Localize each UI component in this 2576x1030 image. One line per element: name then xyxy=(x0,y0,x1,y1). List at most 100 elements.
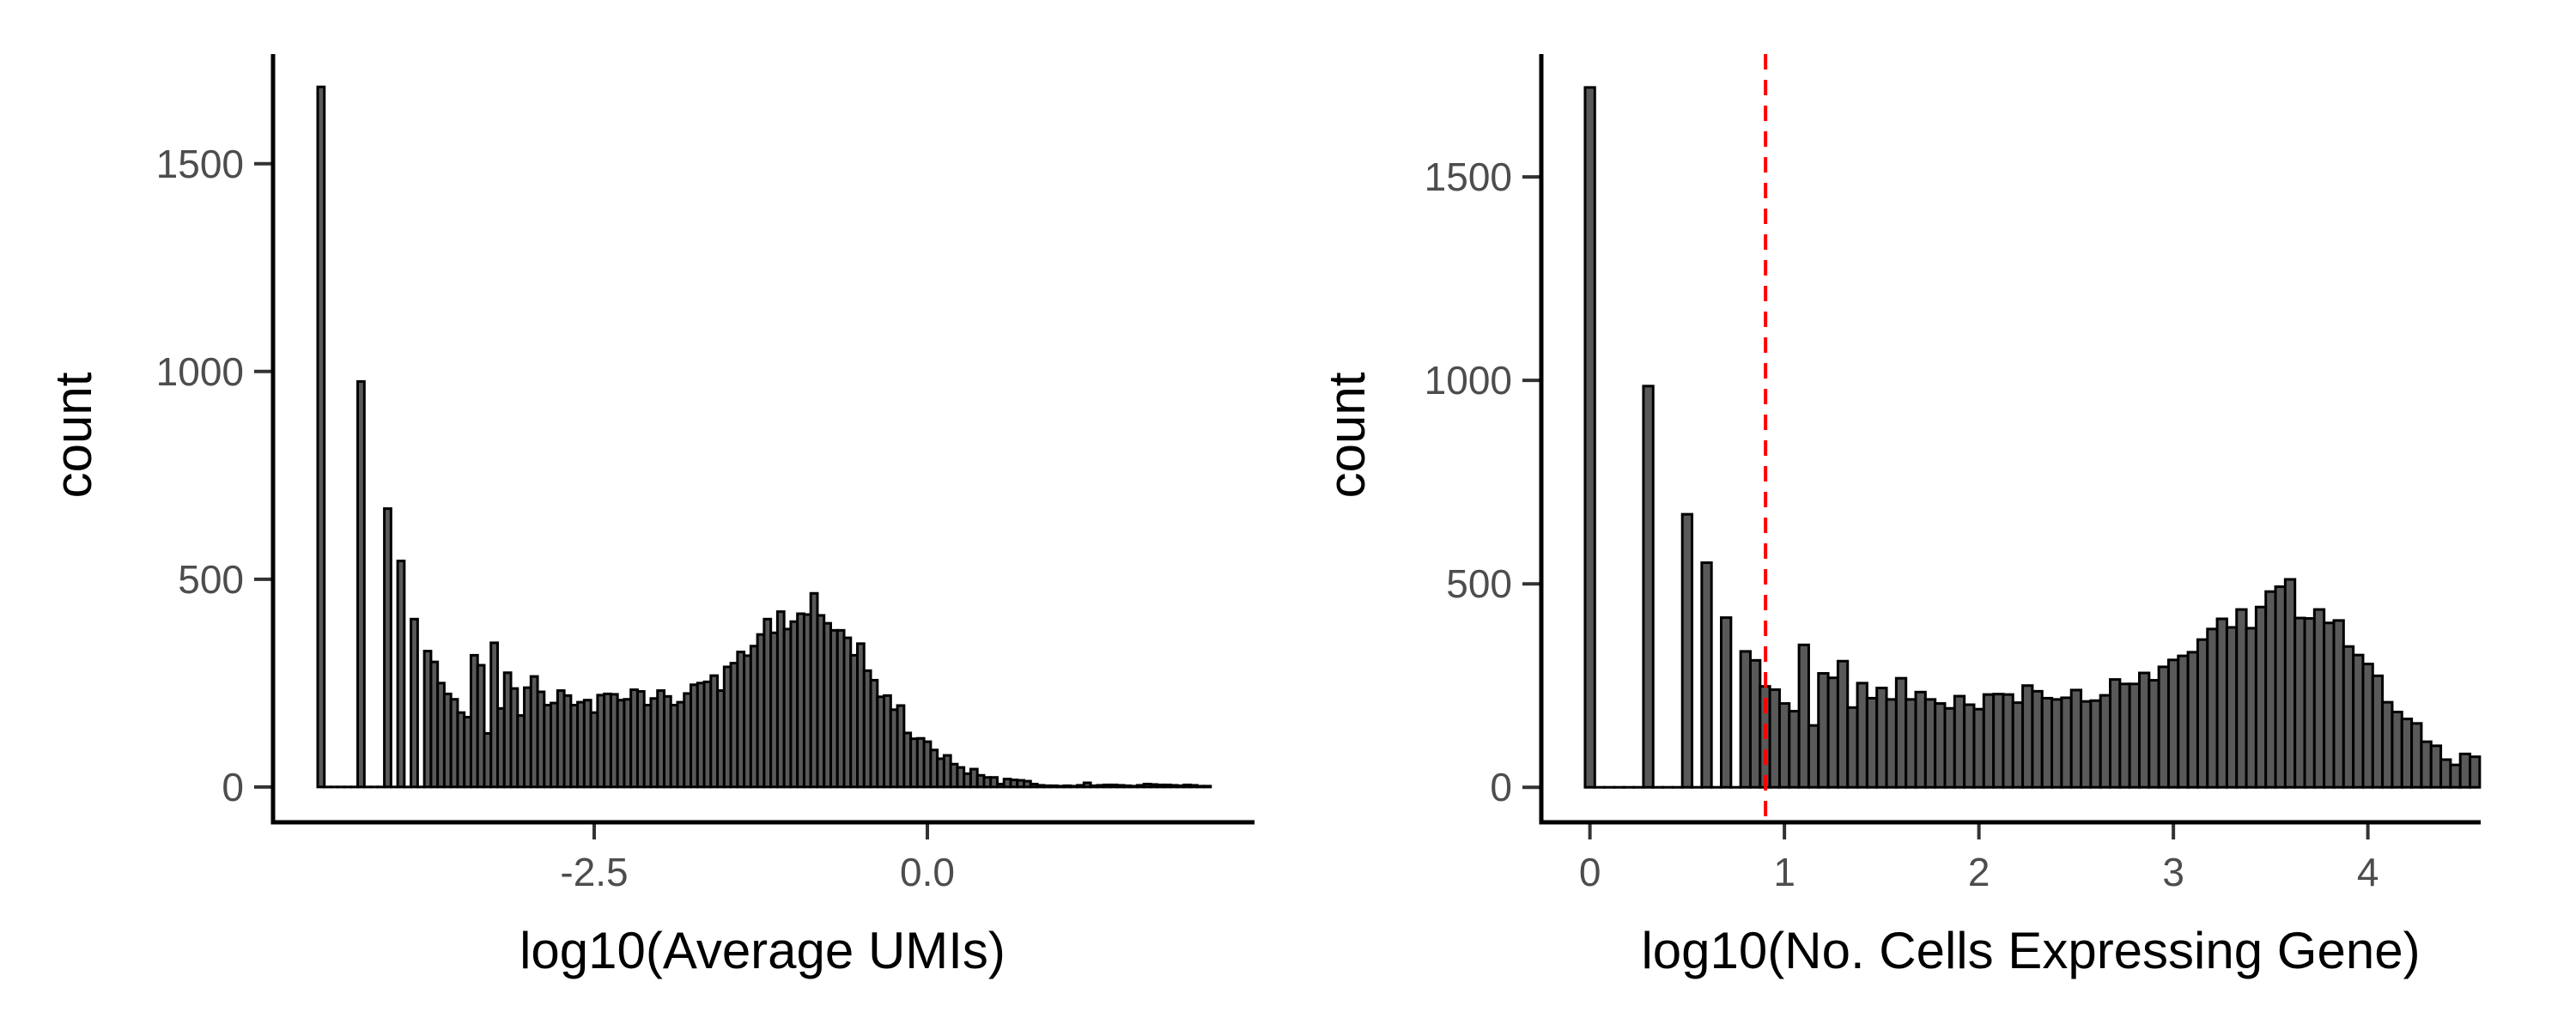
right-y-axis-title: count xyxy=(1318,372,1376,498)
right-histogram-bar xyxy=(1768,688,1781,789)
right-histogram-bar xyxy=(1943,706,1956,789)
right-x-tick-label: 0 xyxy=(1579,850,1601,894)
right-histogram-bar xyxy=(2060,696,2073,789)
right-histogram-bar xyxy=(2177,654,2190,789)
right-histogram-bar xyxy=(1797,643,1810,789)
right-histogram-bar xyxy=(2352,653,2365,789)
right-histogram-bar xyxy=(2293,616,2306,789)
right-histogram-bar xyxy=(2080,700,2093,789)
left-histogram-bar xyxy=(356,379,366,789)
right-histogram-bar xyxy=(1875,687,1888,789)
right-histogram-bar xyxy=(2157,665,2170,789)
left-x-tick-label: 0.0 xyxy=(900,850,955,894)
right-histogram-bar xyxy=(1817,671,1830,789)
left-y-axis-title: count xyxy=(45,372,102,498)
left-histogram-panel: 0 500 1000 1500 -2.5 0.0 log10(Average UMIs)… xyxy=(45,54,1255,979)
right-x-axis-ticks: 0 1 2 3 4 xyxy=(1579,822,2379,894)
left-y-tick-label: 1500 xyxy=(156,142,244,186)
left-histogram-bar xyxy=(476,663,486,789)
right-histogram-bar xyxy=(1836,659,1850,789)
right-histogram-bar xyxy=(1865,696,1879,789)
right-x-tick-label: 2 xyxy=(1968,850,1990,894)
right-histogram-bar xyxy=(2069,688,2083,789)
right-y-axis-ticks: 0 500 1000 1500 xyxy=(1425,154,1541,809)
right-histogram-bar xyxy=(1826,676,1839,789)
right-x-tick-label: 1 xyxy=(1773,850,1795,894)
right-histogram-bar xyxy=(1963,703,1976,789)
right-histogram-bar xyxy=(2283,578,2297,789)
left-histogram-bar xyxy=(1202,785,1212,789)
right-histogram-bar xyxy=(2040,696,2054,789)
right-histogram-bar xyxy=(2371,674,2385,789)
right-histogram-bar xyxy=(2021,684,2034,789)
right-histogram-bar xyxy=(2323,621,2336,789)
right-histogram-bar xyxy=(2449,763,2462,789)
right-histogram-bar xyxy=(2469,755,2482,789)
right-histogram-bar xyxy=(2011,701,2025,789)
right-histogram-bar xyxy=(2196,638,2209,789)
right-histogram-bar xyxy=(2118,682,2131,789)
right-x-axis-title: log10(No. Cells Expressing Gene) xyxy=(1641,922,2420,979)
right-histogram-bar xyxy=(1905,698,1917,789)
right-histogram-panel: 0 500 1000 1500 0 1 2 3 4 log10(No. Cells Expre… xyxy=(1318,54,2482,979)
left-y-tick-label: 1000 xyxy=(156,349,244,394)
right-histogram-bar xyxy=(1748,658,1762,789)
right-histogram-bar xyxy=(1807,724,1820,789)
right-histogram-bar xyxy=(2050,698,2063,789)
right-histogram-bar xyxy=(1953,694,1966,789)
right-histogram-bar xyxy=(2391,711,2403,789)
right-histogram-bar xyxy=(2186,651,2199,789)
left-y-tick-label: 0 xyxy=(222,765,244,809)
right-histogram-bar xyxy=(2002,693,2014,789)
right-histogram-bar xyxy=(2361,663,2374,789)
left-histogram-bar xyxy=(383,507,392,789)
right-histogram-bar xyxy=(2099,694,2112,789)
left-x-axis-ticks: -2.5 0.0 xyxy=(560,822,955,894)
right-histogram-bar xyxy=(1992,693,2005,789)
right-y-tick-label: 0 xyxy=(1490,765,1512,809)
right-histogram-bar xyxy=(1739,650,1752,789)
left-y-axis-ticks: 0 500 1000 1500 xyxy=(156,142,273,809)
right-histogram-bar xyxy=(1934,702,1947,789)
right-x-tick-label: 3 xyxy=(2162,850,2184,894)
right-histogram-bar xyxy=(2429,744,2443,789)
right-histogram-bar xyxy=(2381,700,2394,789)
right-histogram-bar xyxy=(1700,561,1713,789)
right-histogram-bar xyxy=(1583,86,1596,789)
right-histogram-bar xyxy=(2215,617,2228,789)
left-histogram-bar xyxy=(316,85,326,789)
left-x-tick-label: -2.5 xyxy=(560,850,628,894)
right-histogram-bar xyxy=(2264,590,2277,789)
right-histogram-bar xyxy=(1885,698,1898,789)
left-histogram-bar xyxy=(989,776,999,789)
right-histogram-bar xyxy=(1777,702,1791,789)
right-histogram-bar xyxy=(1846,706,1859,789)
right-histogram-bar xyxy=(2235,608,2248,789)
right-histogram-bar xyxy=(2400,718,2414,789)
right-histogram-bar xyxy=(2254,605,2268,789)
right-histogram-bar xyxy=(2148,679,2160,789)
right-histogram-bar xyxy=(2225,626,2239,789)
right-x-tick-label: 4 xyxy=(2357,850,2379,894)
right-histogram-bar xyxy=(1914,690,1927,789)
right-y-tick-label: 1500 xyxy=(1425,154,1512,199)
right-histogram-bar xyxy=(1680,512,1694,789)
right-histogram-bar xyxy=(2089,699,2102,789)
right-histogram-bar xyxy=(2410,722,2423,789)
right-histogram-bars xyxy=(1583,86,2482,789)
right-histogram-bar xyxy=(2458,752,2472,789)
right-histogram-bar xyxy=(1972,707,1985,789)
left-histogram-bars xyxy=(316,85,1212,789)
right-histogram-bar xyxy=(1642,385,1655,789)
left-histogram-bar xyxy=(410,617,419,789)
right-histogram-bar xyxy=(1894,676,1908,789)
right-histogram-bar xyxy=(2274,585,2287,789)
right-histogram-bar xyxy=(1788,710,1801,789)
right-histogram-bar xyxy=(1720,616,1733,789)
right-y-tick-label: 1000 xyxy=(1425,358,1512,403)
right-histogram-bar xyxy=(2245,627,2257,789)
left-y-tick-label: 500 xyxy=(178,557,244,602)
right-histogram-bar xyxy=(2342,645,2355,789)
right-histogram-bar xyxy=(1982,693,1996,789)
